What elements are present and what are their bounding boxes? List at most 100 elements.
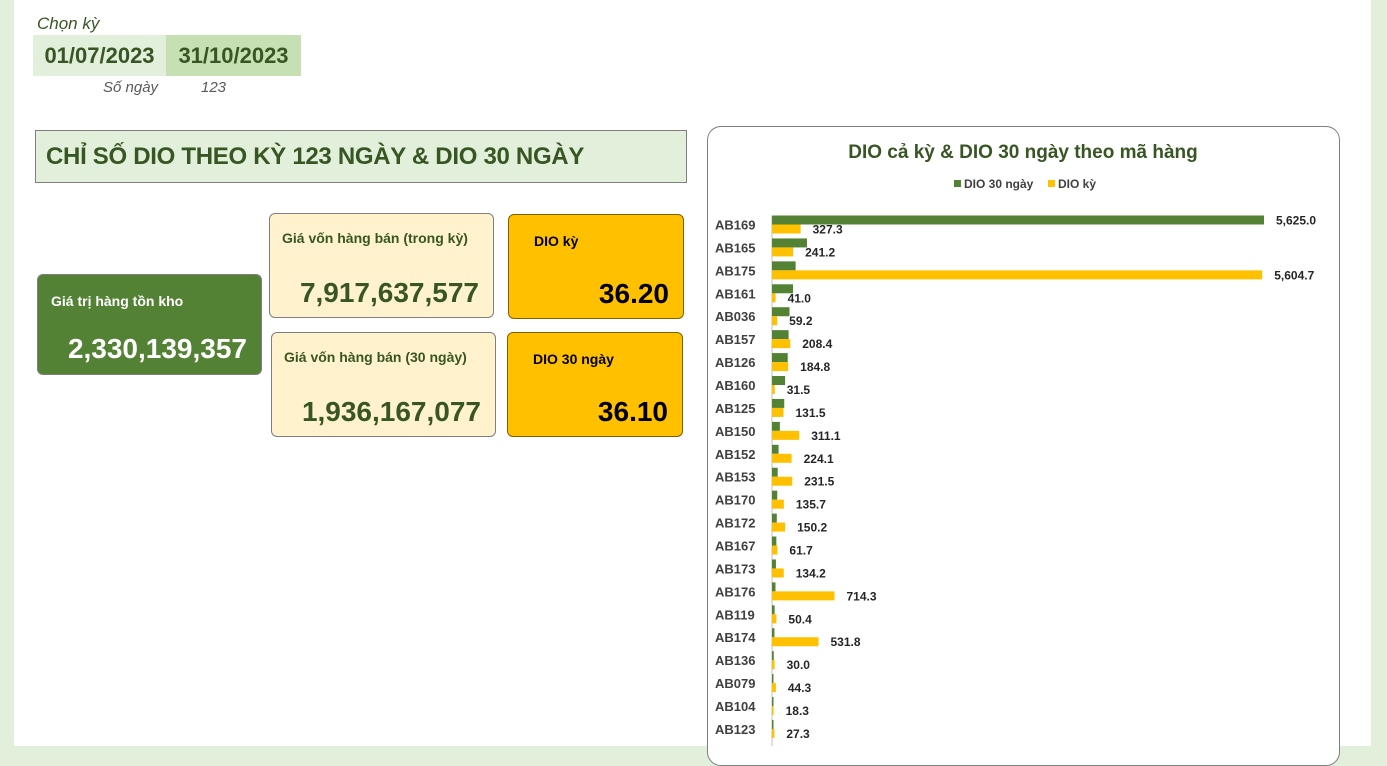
dio-period-value: 36.20 <box>598 278 669 309</box>
data-label: 231.5 <box>804 475 834 489</box>
category-label: AB123 <box>715 722 755 737</box>
data-label: 327.3 <box>813 223 843 237</box>
bar-dio-ky <box>772 476 793 486</box>
bar-dio-ky <box>772 545 778 555</box>
bar-dio-ky <box>772 247 794 257</box>
bar-dio-ky <box>772 430 800 440</box>
data-label: 131.5 <box>796 406 826 420</box>
bar-dio30 <box>772 559 776 569</box>
bar-dio30 <box>772 513 777 523</box>
data-label: 31.5 <box>787 383 811 397</box>
bar-dio30 <box>772 284 793 294</box>
bar-dio30 <box>772 238 807 248</box>
bar-dio30 <box>772 353 788 363</box>
category-label: AB169 <box>715 218 755 233</box>
data-label: 208.4 <box>802 337 832 351</box>
bar-dio30 <box>772 215 1264 225</box>
period-title: Chọn kỳ <box>37 14 100 33</box>
data-label: 134.2 <box>796 566 826 580</box>
dio-30-value: 36.10 <box>597 396 668 427</box>
category-label: AB079 <box>715 676 755 691</box>
data-label: 44.3 <box>788 681 812 695</box>
inventory-value-card: Giá trị hàng tồn kho 2,330,139,357 <box>37 274 262 375</box>
dio-bar-chart: DIO cả kỳ & DIO 30 ngày theo mã hàng DIO … <box>715 142 1316 746</box>
bar-dio30 <box>772 605 775 615</box>
bar-dio-ky <box>772 591 835 601</box>
bar-dio-ky <box>772 499 784 509</box>
data-label: 5,625.0 <box>1276 214 1316 228</box>
bar-dio30 <box>772 628 775 638</box>
bar-dio-ky <box>772 728 775 738</box>
bar-dio-ky <box>772 385 775 395</box>
end-date-field[interactable]: 31/10/2023 <box>166 35 301 76</box>
data-label: 241.2 <box>805 245 835 259</box>
data-label: 59.2 <box>789 314 813 328</box>
chart-frame[interactable] <box>707 126 1340 766</box>
bar-dio30 <box>772 307 790 317</box>
legend-label-1: DIO 30 ngày <box>964 177 1034 191</box>
bar-dio-ky <box>772 316 778 326</box>
data-label: 184.8 <box>800 360 830 374</box>
bar-dio30 <box>772 674 774 684</box>
data-label: 61.7 <box>789 544 813 558</box>
inventory-value: 2,330,139,357 <box>67 333 247 364</box>
category-label: AB175 <box>715 263 755 278</box>
days-value: 123 <box>201 79 227 96</box>
bar-dio30 <box>772 421 780 431</box>
data-label: 27.3 <box>786 727 810 741</box>
bar-dio-ky <box>772 660 775 670</box>
bar-dio30 <box>772 444 779 454</box>
page-title-box: CHỈ SỐ DIO THEO KỲ 123 NGÀY & DIO 30 NGÀ… <box>35 130 687 183</box>
category-label: AB136 <box>715 653 755 668</box>
data-label: 531.8 <box>831 635 861 649</box>
bar-dio-ky <box>772 362 789 372</box>
bar-dio30 <box>772 651 774 661</box>
category-label: AB161 <box>715 286 755 301</box>
category-label: AB172 <box>715 516 755 531</box>
bar-dio-ky <box>772 568 784 578</box>
legend-swatch-2 <box>1048 180 1055 187</box>
category-label: AB126 <box>715 355 755 370</box>
dio-period-card: DIO kỳ 36.20 <box>508 214 684 319</box>
bar-dio30 <box>772 490 778 500</box>
cogs-30-label: Giá vốn hàng bán (30 ngày) <box>284 349 467 365</box>
category-label: AB167 <box>715 539 755 554</box>
category-label: AB119 <box>715 607 755 622</box>
bar-dio-ky <box>772 637 819 647</box>
category-label: AB125 <box>715 401 755 416</box>
legend-swatch-1 <box>954 180 961 187</box>
bar-dio30 <box>772 330 789 340</box>
category-label: AB150 <box>715 424 755 439</box>
bar-dio-ky <box>772 270 1263 280</box>
bar-dio-ky <box>772 407 784 417</box>
category-label: AB174 <box>715 630 756 645</box>
data-label: 311.1 <box>811 429 841 443</box>
bar-dio-ky <box>772 614 777 624</box>
cogs-30-value: 1,936,167,077 <box>301 396 481 427</box>
category-label: AB176 <box>715 584 755 599</box>
category-label: AB036 <box>715 309 755 324</box>
bar-dio30 <box>772 398 785 408</box>
dio-30-label: DIO 30 ngày <box>533 351 614 367</box>
bar-dio30 <box>772 376 786 386</box>
dio-period-label: DIO kỳ <box>534 233 579 249</box>
bar-dio-ky <box>772 339 791 349</box>
dio-30-card: DIO 30 ngày 36.10 <box>507 332 683 437</box>
category-label: AB170 <box>715 493 755 508</box>
data-label: 30.0 <box>787 658 811 672</box>
data-label: 18.3 <box>786 704 810 718</box>
category-label: AB152 <box>715 447 755 462</box>
start-date-field[interactable]: 01/07/2023 <box>33 35 166 76</box>
bar-dio30 <box>772 467 778 477</box>
data-label: 150.2 <box>797 521 827 535</box>
bar-dio30 <box>772 719 774 729</box>
bar-dio30 <box>772 697 774 707</box>
bar-dio30 <box>772 261 796 271</box>
data-label: 135.7 <box>796 498 826 512</box>
category-label: AB157 <box>715 332 755 347</box>
data-label: 224.1 <box>804 452 834 466</box>
cogs-period-value: 7,917,637,577 <box>299 277 479 308</box>
bar-dio30 <box>772 536 777 546</box>
cogs-30-card: Giá vốn hàng bán (30 ngày) 1,936,167,077 <box>271 332 496 437</box>
category-label: AB153 <box>715 470 755 485</box>
